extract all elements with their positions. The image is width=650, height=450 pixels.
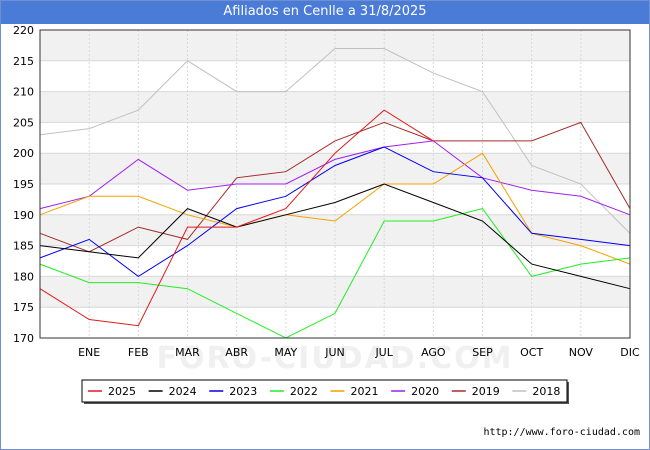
series-lines <box>39 48 631 339</box>
legend: 2025 2024 2023 2022 2021 2020 2019 2018 <box>81 379 569 404</box>
series-line-2024 <box>39 183 631 290</box>
x-tick-label: FEB <box>128 346 149 359</box>
series-line-2019 <box>39 121 631 253</box>
x-tick-label: DIC <box>620 346 640 359</box>
y-axis: 170 175 180 185 190 195 200 205 210 215 220 <box>13 24 34 345</box>
series-line-2022 <box>39 208 631 339</box>
x-tick-label: AGO <box>421 346 446 359</box>
x-tick-label: SEP <box>472 346 493 359</box>
x-axis: ENE FEB MAR ABR MAY JUN JUL AGO SEP OCT NOV DIC <box>78 346 640 359</box>
watermark: FORO-CIUDAD.COM <box>157 341 514 376</box>
x-tick-label: NOV <box>569 346 594 359</box>
legend-label-2022: 2022 <box>290 385 318 398</box>
x-tick-label: MAR <box>175 346 200 359</box>
x-tick-label: JUL <box>374 346 393 359</box>
series-line-2025 <box>39 109 434 327</box>
y-tick-label: 210 <box>13 86 34 99</box>
legend-box <box>81 379 568 403</box>
legend-label-2025: 2025 <box>108 385 136 398</box>
series-line-2018 <box>39 48 631 234</box>
x-tick-label: JUN <box>324 346 345 359</box>
series-line-2023 <box>39 146 631 278</box>
y-tick-label: 180 <box>13 270 34 283</box>
y-tick-label: 220 <box>13 24 34 37</box>
y-tick-label: 205 <box>13 116 34 129</box>
legend-label-2021: 2021 <box>351 385 379 398</box>
y-tick-label: 185 <box>13 240 34 253</box>
y-tick-label: 190 <box>13 209 34 222</box>
y-tick-label: 195 <box>13 178 34 191</box>
series-line-2020 <box>39 140 631 216</box>
y-tick-label: 215 <box>13 55 34 68</box>
x-tick-label: OCT <box>520 346 543 359</box>
legend-label-2019: 2019 <box>472 385 500 398</box>
source-url[interactable]: http://www.foro-ciudad.com <box>483 427 640 438</box>
y-tick-label: 170 <box>13 332 34 345</box>
y-tick-label: 200 <box>13 147 34 160</box>
legend-label-2023: 2023 <box>229 385 257 398</box>
chart-title: Afiliados en Cenlle a 31/8/2025 <box>0 0 650 24</box>
plot-frame <box>39 29 631 339</box>
legend-label-2020: 2020 <box>411 385 439 398</box>
legend-label-2018: 2018 <box>532 385 560 398</box>
x-tick-label: ABR <box>225 346 248 359</box>
legend-label-2024: 2024 <box>169 385 197 398</box>
y-tick-label: 175 <box>13 301 34 314</box>
x-tick-label: ENE <box>78 346 100 359</box>
x-tick-label: MAY <box>274 346 297 359</box>
